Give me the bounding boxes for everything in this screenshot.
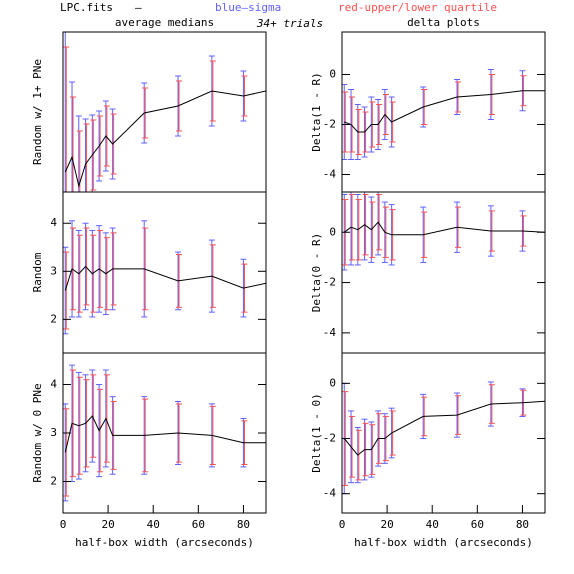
median-line <box>344 90 545 133</box>
x-tick-label: 80 <box>516 518 529 531</box>
x-tick-label: 20 <box>380 518 393 531</box>
x-tick-label: 0 <box>339 518 346 531</box>
y-tick-label: -2 <box>323 118 336 131</box>
plot-area <box>342 192 545 271</box>
x-tick-label: 20 <box>101 518 114 531</box>
y-tick-label: 4 <box>50 378 57 391</box>
plot-area <box>342 69 545 160</box>
median-line <box>64 90 266 188</box>
y-axis-label: Delta(0 - R) <box>310 233 323 312</box>
x-axis-label: half-box width (arcseconds) <box>354 536 533 549</box>
x-tick-label: 60 <box>192 518 205 531</box>
y-tick-label: 0 <box>329 225 336 238</box>
trials-note: 34+ trials <box>256 17 323 30</box>
median-line <box>343 221 545 236</box>
median-line <box>343 400 545 456</box>
median-line <box>64 265 266 291</box>
y-tick-label: 2 <box>50 474 57 487</box>
x-tick-label: 0 <box>60 518 67 531</box>
file-label: LPC.fits <box>60 1 113 14</box>
x-tick-label: 80 <box>237 518 250 531</box>
panel-frame <box>341 352 546 514</box>
x-axis-label: half-box width (arcseconds) <box>75 536 254 549</box>
y-axis-label: Random w/ 1+ PNe <box>31 59 44 165</box>
plot-area <box>63 364 266 502</box>
y-tick-label: 3 <box>50 264 57 277</box>
plot-area <box>342 381 545 495</box>
panel-title: average medians <box>115 16 214 29</box>
y-tick-label: 0 <box>329 376 336 389</box>
separator: – <box>135 1 142 14</box>
x-tick-label: 40 <box>426 518 439 531</box>
y-axis-label: Random <box>31 252 44 292</box>
y-tick-label: -2 <box>323 432 336 445</box>
quartile-note: red-upper/lower quartile <box>338 1 497 14</box>
plot-area <box>63 32 266 192</box>
y-tick-label: -4 <box>323 487 337 500</box>
sigma-note: blue–sigma <box>215 1 281 14</box>
y-axis-label: Delta(1 - R) <box>310 72 323 151</box>
y-axis-label: Delta(1 - 0) <box>310 393 323 472</box>
y-tick-label: -2 <box>323 276 336 289</box>
panel-title: delta plots <box>407 16 480 29</box>
x-tick-label: 40 <box>147 518 160 531</box>
x-tick-label: 60 <box>471 518 484 531</box>
y-tick-label: -4 <box>323 326 337 339</box>
y-tick-label: 4 <box>50 216 57 229</box>
y-tick-label: -4 <box>323 168 337 181</box>
y-tick-label: 3 <box>50 426 57 439</box>
y-axis-label: Random w/ 0 PNe <box>31 383 44 482</box>
plot-area <box>63 220 266 335</box>
median-line <box>64 415 266 453</box>
y-tick-label: 0 <box>329 68 336 81</box>
y-tick-label: 2 <box>50 312 57 325</box>
